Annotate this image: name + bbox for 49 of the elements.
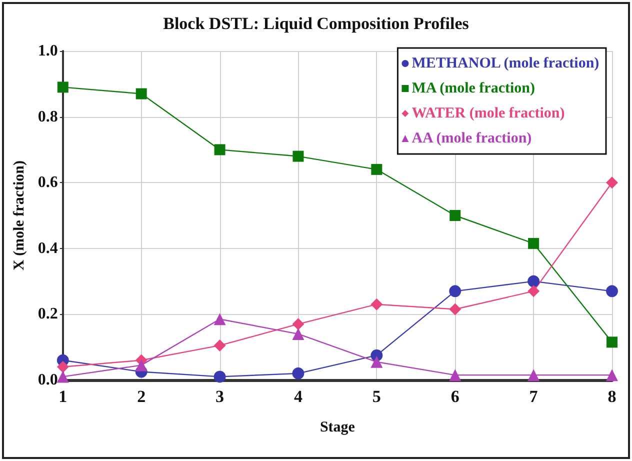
point bbox=[56, 370, 69, 383]
point bbox=[292, 150, 304, 162]
point bbox=[292, 328, 304, 340]
point bbox=[56, 360, 69, 373]
y-axis-title: X (mole fraction) bbox=[12, 160, 28, 270]
point bbox=[528, 285, 540, 298]
point bbox=[370, 356, 383, 368]
point bbox=[528, 238, 540, 249]
point bbox=[135, 359, 148, 372]
point bbox=[214, 370, 226, 383]
point bbox=[606, 336, 618, 348]
point bbox=[449, 369, 462, 382]
point bbox=[528, 369, 540, 382]
y-tick-label: 1.0 bbox=[38, 42, 58, 60]
point bbox=[606, 176, 618, 189]
x-tick-label: 3 bbox=[216, 387, 224, 406]
point bbox=[606, 369, 618, 382]
point bbox=[214, 313, 226, 326]
point bbox=[214, 144, 226, 156]
x-tick-label: 6 bbox=[450, 387, 460, 406]
point bbox=[371, 164, 382, 175]
y-tick-label: 0.2 bbox=[38, 306, 58, 323]
point bbox=[450, 210, 461, 221]
point bbox=[449, 285, 462, 298]
y-tick-label: 0.8 bbox=[38, 108, 58, 126]
point bbox=[136, 88, 147, 100]
y-tick-label: 0.6 bbox=[38, 174, 58, 192]
x-tick-label: 8 bbox=[608, 387, 616, 406]
point bbox=[606, 285, 618, 298]
x-tick-label: 2 bbox=[137, 387, 146, 406]
point bbox=[528, 275, 540, 288]
point bbox=[214, 339, 226, 352]
y-tick-label: 0.4 bbox=[38, 240, 58, 257]
legend-label: AA (mole fraction) bbox=[412, 130, 532, 146]
chart-title: Block DSTL: Liquid Composition Profiles bbox=[163, 14, 470, 33]
x-tick-label: 5 bbox=[372, 387, 381, 406]
x-tick-label: 4 bbox=[294, 387, 303, 406]
point bbox=[57, 82, 68, 93]
point bbox=[292, 318, 304, 330]
y-tick-label: 0.0 bbox=[38, 372, 58, 388]
point bbox=[292, 367, 304, 380]
legend-label: METHANOL (mole fraction) bbox=[412, 56, 600, 72]
legend-label: WATER (mole fraction) bbox=[412, 106, 565, 122]
x-tick-label: 7 bbox=[529, 387, 538, 406]
legend-label: MA (mole fraction) bbox=[412, 80, 535, 96]
point bbox=[449, 303, 462, 316]
x-axis-title: Stage bbox=[320, 420, 356, 436]
x-tick-label: 1 bbox=[58, 387, 68, 406]
point bbox=[370, 298, 383, 310]
